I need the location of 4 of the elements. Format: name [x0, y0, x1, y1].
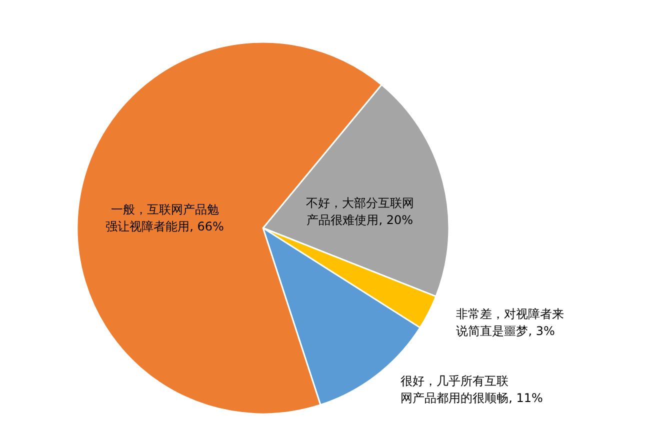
slice-label: 一般，互联网产品勉强让视障者能用, 66%	[106, 202, 224, 234]
slice-label: 不好，大部分互联网产品很难使用, 20%	[306, 196, 414, 228]
slice-label: 很好，几乎所有互联网产品都用的很顺畅, 11%	[400, 374, 543, 406]
slice-label: 非常差，对视障者来说简直是噩梦, 3%	[456, 306, 564, 338]
